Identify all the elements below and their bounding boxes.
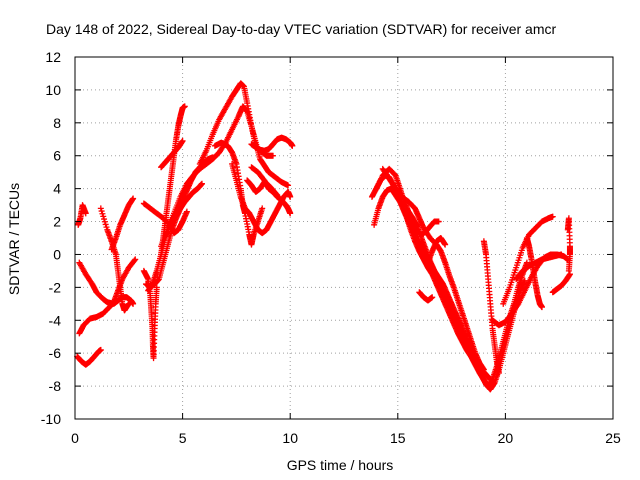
y-tick-label: 4 [53,181,61,197]
y-tick-label: -8 [49,378,62,394]
plot-frame [74,56,614,420]
y-tick-label: -2 [49,279,62,295]
series-15 [229,160,294,237]
data-point [99,210,106,217]
data-point [549,213,556,220]
y-axis-label: SDTVAR / TECUs [6,183,22,295]
series-29 [513,251,565,283]
series-26 [480,238,502,376]
data-point [97,346,104,353]
y-tick-labels: -10 -8 -6 -4 -2 0 2 4 6 8 10 12 [41,49,61,427]
y-tick-label: -6 [49,345,62,361]
data-point [287,210,294,217]
data-point [558,251,565,258]
x-tick-label: 5 [179,430,187,446]
data-point [103,224,110,231]
data-point [487,376,494,383]
x-tick-labels: 0 5 10 15 20 25 [71,430,621,446]
data-point [269,152,276,159]
chart-title: Day 148 of 2022, Sidereal Day-to-day VTE… [46,21,556,37]
y-tick-label: 6 [53,148,61,164]
data-point [435,218,442,225]
data-point [442,241,449,248]
series-3 [74,346,104,368]
data-point [153,284,160,291]
data-point [429,294,436,301]
data-point [259,205,266,212]
x-axis-label: GPS time / hours [287,457,394,473]
y-tick-label: 10 [45,82,61,98]
series-5 [108,195,137,253]
x-tick-label: 10 [282,430,298,446]
data-point [565,267,572,274]
data-point [101,218,108,225]
series-7 [140,267,160,362]
data-point [198,180,205,187]
axis-ticks [74,56,614,420]
x-tick-label: 25 [605,430,621,446]
series-25 [424,235,449,266]
data-point [100,213,107,220]
data-point [97,205,104,212]
series-32 [564,215,573,274]
data-point [130,195,137,202]
y-tick-label: 8 [53,115,61,131]
data-point [132,256,139,263]
series-24 [416,289,436,304]
data-point [181,103,188,110]
y-tick-label: -10 [41,411,61,427]
data-point [183,208,190,215]
series-12 [158,137,186,171]
series-22 [379,165,487,373]
series-20 [371,185,528,393]
x-tick-label: 15 [390,430,406,446]
grid [75,57,613,419]
data-point [538,304,545,311]
data-point [125,300,132,307]
y-tick-label: 12 [45,49,61,65]
series-30 [523,235,545,311]
data-point [101,216,108,223]
series-18 [244,177,281,199]
y-tick-label: -4 [49,312,62,328]
data-point [274,192,281,199]
series-23 [405,215,442,238]
y-tick-label: 2 [53,214,61,230]
data-point [131,257,138,264]
data-point [289,142,296,149]
data-point [480,366,487,373]
series-11 [158,103,188,258]
data-point [287,193,294,200]
data-point [98,208,105,215]
series-31 [549,271,573,296]
data-point [566,271,573,278]
data-point [285,182,292,189]
data-points [74,80,573,393]
data-point [102,221,109,228]
x-tick-label: 20 [498,430,514,446]
x-tick-label: 0 [71,430,79,446]
data-point [495,369,502,376]
data-point [82,210,89,217]
series-16 [248,134,296,154]
y-tick-label: 0 [53,246,61,262]
data-point [179,137,186,144]
series-1 [75,202,89,228]
